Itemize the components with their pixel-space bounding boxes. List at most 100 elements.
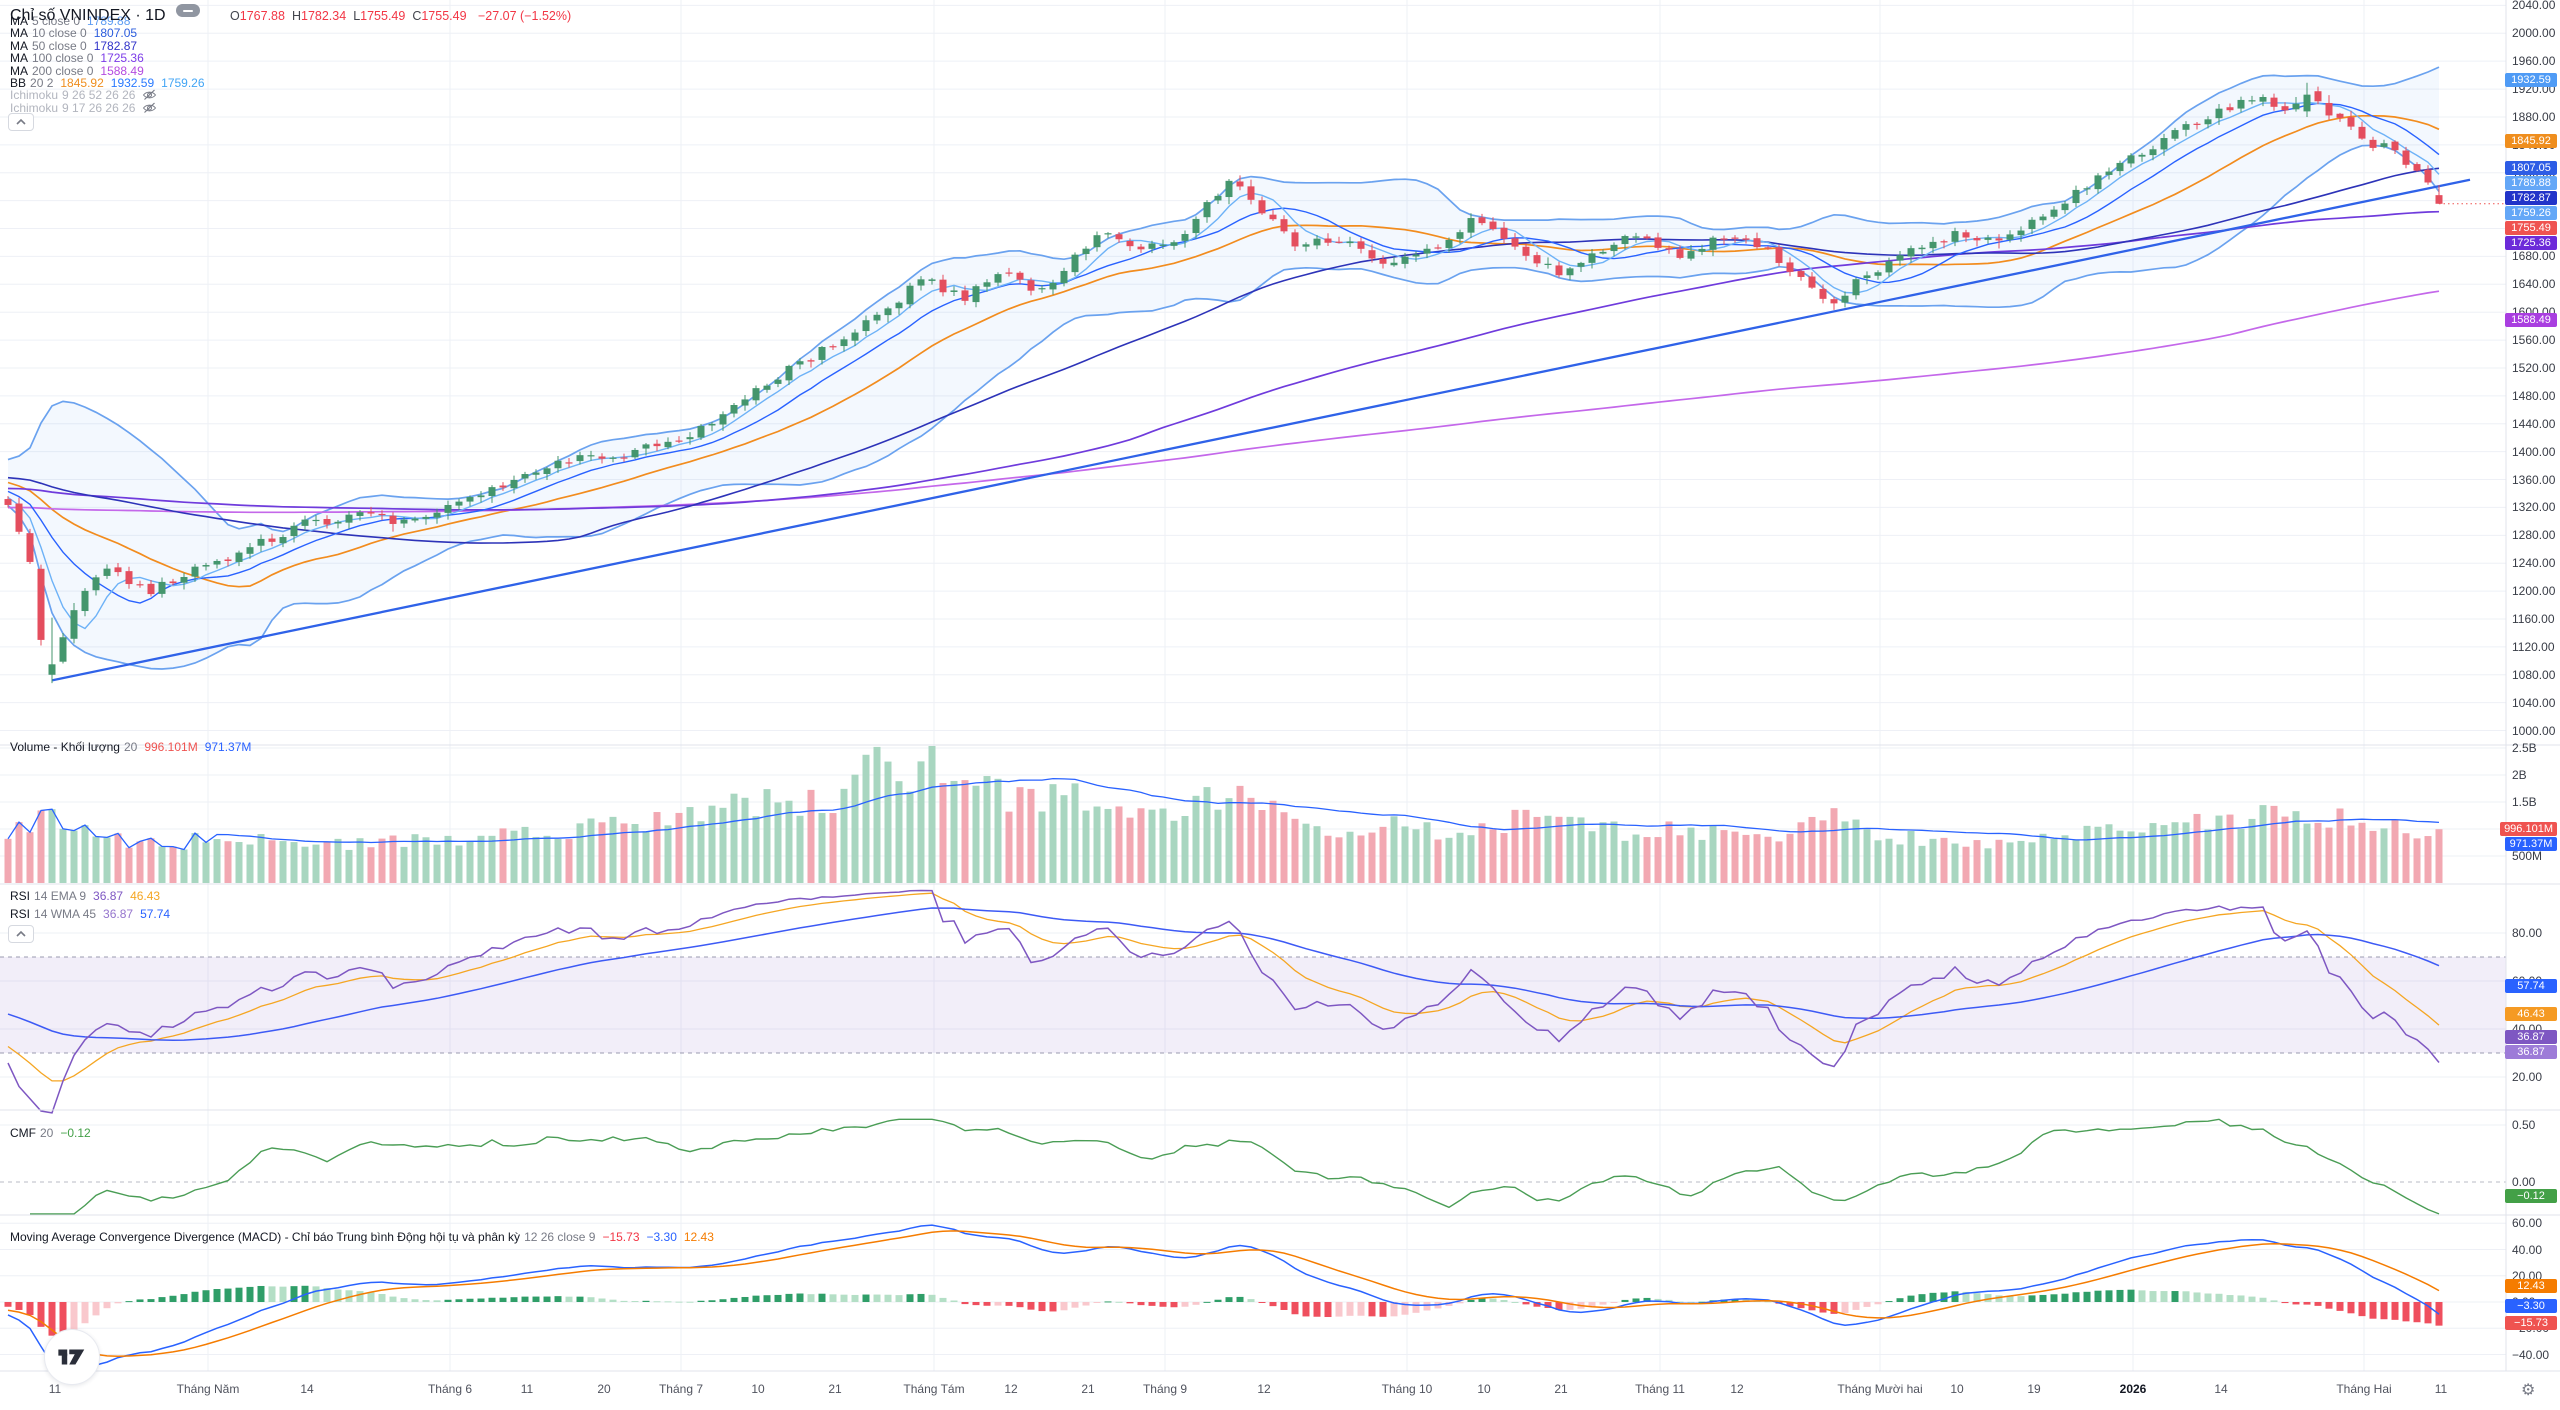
time-axis-label: 11: [2434, 1382, 2448, 1396]
source-minimize-pill[interactable]: [175, 4, 200, 17]
legend-value: 1588.49: [100, 63, 144, 78]
ohlc-key: O: [230, 9, 240, 23]
rsi-ema-line[interactable]: [7, 892, 2440, 1082]
legend-title: Moving Average Convergence Divergence (M…: [10, 1230, 521, 1244]
legend-params: 20 2: [30, 76, 54, 90]
legend-title: Ichimoku: [10, 88, 59, 103]
legend-title: RSI: [10, 907, 31, 921]
legend-row[interactable]: RSI 14 EMA 9 36.87 46.43: [10, 890, 160, 903]
axis-tick-label: 1.5B: [2512, 795, 2537, 809]
symbol-title[interactable]: Chỉ số VNINDEX · 1D: [10, 7, 166, 24]
legend-row[interactable]: Volume - Khối lượng 20 996.101M 971.37M: [10, 741, 251, 754]
legend-value: 1932.59: [110, 76, 155, 90]
axis-price-badge: 36.87: [2505, 1029, 2557, 1044]
legend-row[interactable]: BB 20 2 1845.92 1932.59 1759.26: [10, 77, 205, 90]
time-axis-label: 20: [597, 1382, 611, 1396]
axis-tick-label: 1680.00: [2512, 249, 2556, 264]
legend-row[interactable]: Ichimoku 9 26 52 26 26: [10, 89, 157, 104]
axis-price-badge: 1782.87: [2505, 190, 2557, 205]
axis-tick-label: 1640.00: [2512, 277, 2556, 292]
axis-tick-label: 1400.00: [2512, 444, 2556, 459]
ma100-line[interactable]: [7, 210, 2440, 511]
ohlc-value: 1782.34: [301, 9, 347, 23]
axis-tick-label: 20.00: [2512, 1070, 2543, 1084]
axis-price-badge: 1759.26: [2505, 205, 2557, 220]
axis-tick-label: 2040.00: [2512, 0, 2556, 13]
volume-bars[interactable]: [4, 746, 2443, 883]
legend-row[interactable]: MA 10 close 0 1807.05: [10, 27, 137, 40]
rsi-line[interactable]: [7, 889, 2440, 1114]
collapse-rsi-button[interactable]: [8, 925, 34, 943]
legend-title: Ichimoku: [10, 100, 59, 115]
axis-tick-label: 1280.00: [2512, 528, 2556, 543]
ma200-line[interactable]: [7, 290, 2440, 514]
legend-row[interactable]: Moving Average Convergence Divergence (M…: [10, 1231, 714, 1244]
time-axis-label: 11: [520, 1382, 534, 1396]
axis-tick-label: 1040.00: [2512, 695, 2556, 710]
symbol-title-row: Chỉ số VNINDEX · 1D O1767.88 H1782.34 L175…: [10, 4, 571, 25]
legend-row[interactable]: MA 200 close 0 1588.49: [10, 63, 144, 78]
axis-tick-label: 1440.00: [2512, 416, 2556, 431]
legend-row[interactable]: MA 50 close 0 1782.87: [10, 38, 138, 53]
axis-tick-label: −40.00: [2512, 1347, 2550, 1362]
eye-hidden-icon[interactable]: [142, 102, 157, 117]
axis-price-badge: 1725.36: [2505, 235, 2557, 250]
time-axis-label: 11: [48, 1382, 62, 1396]
axis-tick-label: 0.50: [2512, 1118, 2536, 1132]
legend-row[interactable]: MA 100 close 0 1725.36: [10, 52, 144, 65]
time-axis-label: 14: [300, 1382, 314, 1396]
legend-row[interactable]: CMF 20 −0.12: [10, 1127, 91, 1140]
collapse-legend-button[interactable]: [8, 113, 34, 131]
legend-value: 1789.88: [87, 14, 131, 28]
ohlc-value: 1767.88: [239, 9, 285, 23]
cmf-line[interactable]: [30, 1118, 2440, 1215]
legend-title: MA: [10, 26, 28, 41]
eye-hidden-icon[interactable]: [142, 89, 157, 104]
axis-price-badge: 46.43: [2505, 1006, 2557, 1021]
legend-value: 46.43: [130, 889, 161, 903]
axis-tick-label: 60.00: [2512, 1216, 2543, 1231]
ohlc-value: 1755.49: [360, 9, 406, 23]
macd-line[interactable]: [7, 1224, 2440, 1366]
ma50-line[interactable]: [7, 167, 2440, 544]
time-axis-label: Tháng 9: [1142, 1382, 1188, 1396]
bb-upper-line[interactable]: [7, 66, 2440, 533]
legend-row[interactable]: RSI 14 WMA 45 36.87 57.74: [10, 908, 170, 921]
volume-ma-line[interactable]: [7, 777, 2440, 851]
legend-params: 14 EMA 9: [34, 889, 87, 903]
legend-row[interactable]: Ichimoku 9 17 26 26 26: [10, 100, 157, 117]
axis-tick-label: 1480.00: [2512, 388, 2556, 403]
legend-row[interactable]: MA 5 close 0 1789.88: [10, 15, 130, 28]
legend-value: 971.37M: [204, 740, 252, 754]
axis-price-badge: 971.37M: [2505, 837, 2557, 852]
ohlc-value: 1755.49: [421, 9, 467, 23]
tradingview-logo[interactable]: [44, 1329, 100, 1385]
candlesticks[interactable]: [4, 82, 2443, 684]
macd-histogram[interactable]: [4, 1285, 2443, 1336]
legend-title: BB: [10, 76, 27, 90]
legend-value: 1759.26: [161, 76, 205, 90]
trendline-drawing[interactable]: [51, 178, 2471, 682]
macd-signal-line[interactable]: [7, 1230, 2440, 1357]
legend-value: 1807.05: [93, 26, 138, 41]
axis-tick-label: 1000.00: [2512, 723, 2556, 738]
rsi-wma-line[interactable]: [7, 907, 2440, 1041]
axis-price-badge: −15.73: [2505, 1315, 2557, 1330]
axis-tick-label: 1080.00: [2512, 667, 2556, 682]
axis-price-badge: 57.74: [2505, 979, 2557, 994]
bb-lower-line[interactable]: [7, 144, 2440, 670]
legend-title: MA: [10, 38, 28, 53]
time-axis-label: Tháng Tám: [903, 1382, 965, 1396]
axis-tick-label: 1560.00: [2512, 333, 2556, 348]
legend-params: 20: [40, 1126, 54, 1140]
ohlc-values: O1767.88 H1782.34 L1755.49 C1755.49: [230, 9, 474, 23]
axis-settings-gear-icon[interactable]: ⚙: [2521, 1382, 2536, 1399]
legend-value: 1782.87: [93, 38, 138, 53]
ma5-line[interactable]: [7, 101, 2440, 630]
axis-price-badge: 1845.92: [2505, 133, 2557, 148]
legend-value: 1725.36: [100, 51, 144, 66]
axis-price-badge: 1807.05: [2505, 160, 2557, 175]
legend-title: MA: [10, 63, 28, 78]
legend-title: MA: [10, 14, 28, 28]
